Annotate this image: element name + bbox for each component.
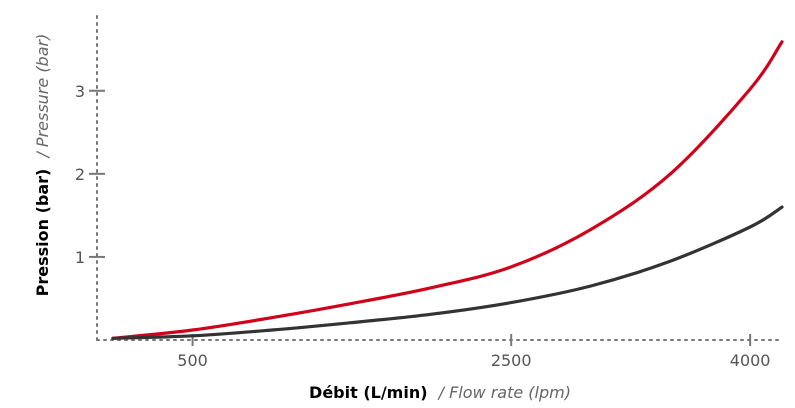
axes [96,15,783,341]
y-tick-label-2: 3 [75,82,85,101]
y-tick-label-1: 2 [75,165,85,184]
x-axis-label-sub: / Flow rate (lpm) [437,383,571,402]
y-tick-label-0: 1 [75,248,85,267]
y-axis-label: Pression (bar) / Pressure (bar) [33,34,52,297]
x-tick-label-2: 4000 [730,351,771,370]
series-line-1 [111,205,784,340]
y-axis-label-sub: / Pressure (bar) [33,34,52,160]
ticks: 500 2500 4000 1 2 3 [75,82,771,370]
x-axis-label: Débit (L/min) / Flow rate (lpm) [309,383,571,402]
series-line-0 [111,40,784,340]
series-layer [111,40,784,340]
x-axis-label-main: Débit (L/min) [309,383,428,402]
y-axis-label-main: Pression (bar) [33,169,52,297]
x-tick-label-0: 500 [177,351,208,370]
x-tick-label-1: 2500 [491,351,532,370]
